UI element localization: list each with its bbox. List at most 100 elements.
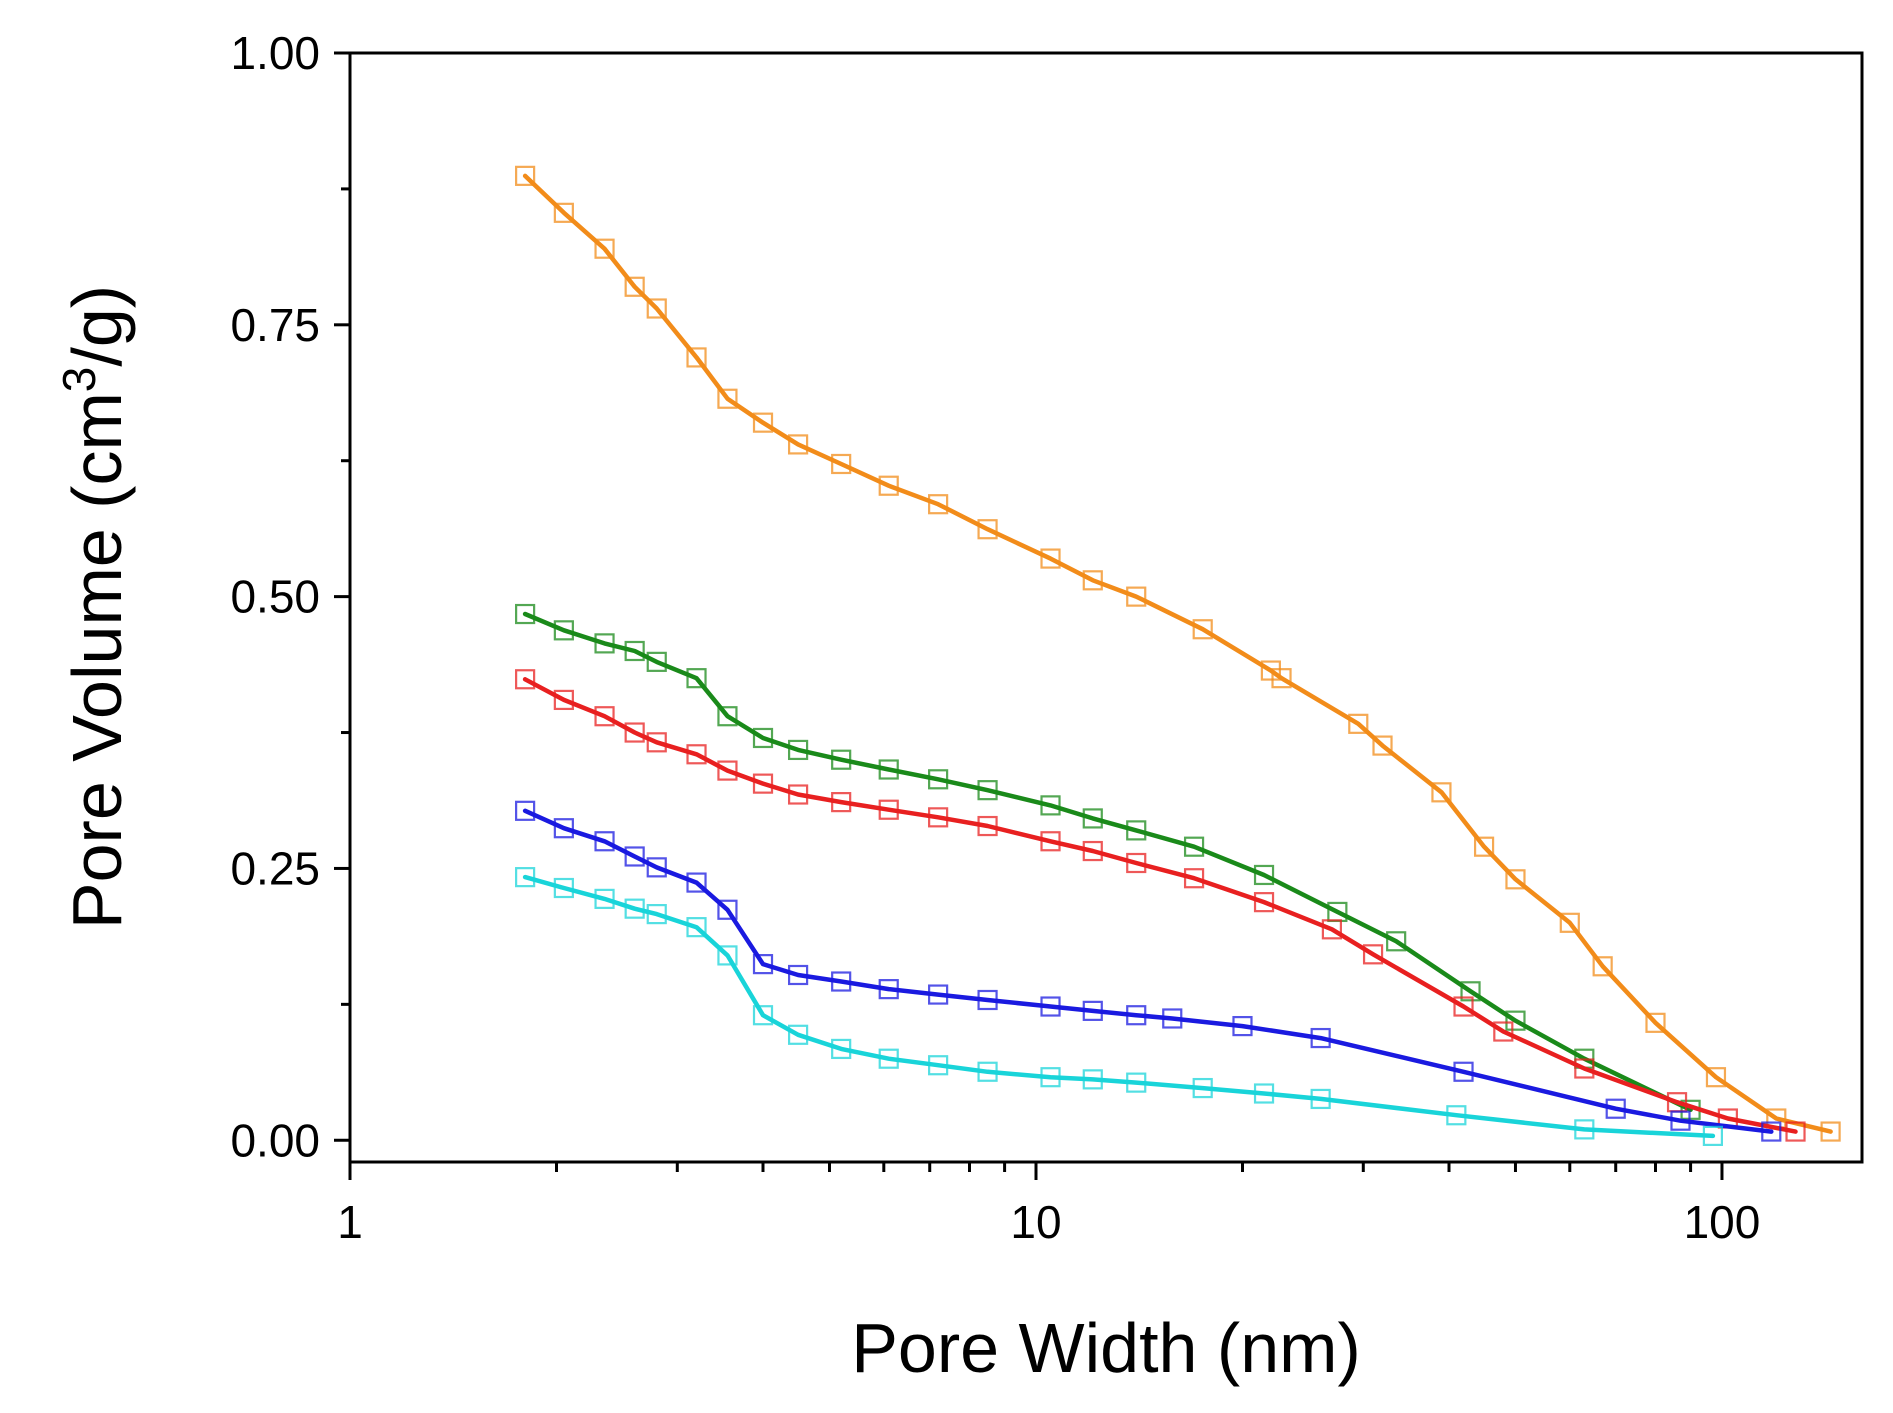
series-cyan (515, 867, 1724, 1147)
y-tick-label: 0.25 (230, 842, 320, 894)
data-point-green (977, 780, 998, 801)
data-point-cyan (1310, 1088, 1331, 1110)
series-green (515, 603, 1701, 1120)
data-point-red (1126, 852, 1147, 874)
data-point-red (1785, 1121, 1806, 1142)
data-point-red (1183, 868, 1205, 889)
data-point-orange (1705, 1067, 1727, 1088)
data-point-red (646, 732, 667, 753)
data-point-orange (646, 298, 667, 319)
data-point-blue (624, 846, 645, 867)
data-point-orange (1559, 912, 1580, 933)
data-point-orange (752, 412, 774, 433)
data-point-orange (1271, 668, 1292, 689)
data-point-cyan (977, 1061, 998, 1082)
data-point-red (1362, 944, 1384, 965)
data-point-blue (553, 818, 574, 839)
series-line-orange (522, 173, 1833, 1134)
data-point-green (831, 749, 852, 770)
data-point-blue (1310, 1027, 1331, 1049)
data-point-cyan (1040, 1067, 1061, 1088)
series-line-blue (522, 808, 1774, 1134)
data-point-blue (1453, 1061, 1474, 1082)
data-point-cyan (1126, 1072, 1147, 1093)
tick-layer: 0.00 0.25 0.50 0.75 1.00 1 10 100 (230, 27, 1760, 1248)
data-point-orange (831, 453, 852, 475)
series-orange (515, 165, 1841, 1142)
data-point-red (977, 815, 998, 837)
data-point-red (686, 744, 707, 765)
data-point-green (717, 706, 738, 727)
data-point-orange (1645, 1012, 1666, 1033)
data-point-orange (1820, 1121, 1841, 1142)
x-axis-title: Pore Width (nm) (851, 1309, 1361, 1387)
data-point-orange (787, 434, 809, 455)
data-point-green (1040, 795, 1061, 816)
data-point-orange (878, 475, 899, 496)
data-point-red (787, 784, 809, 805)
data-point-orange (1505, 869, 1526, 890)
data-point-orange (515, 165, 536, 186)
series-red (515, 669, 1806, 1142)
data-point-cyan (646, 904, 667, 925)
data-point-blue (1126, 1005, 1147, 1026)
data-point-blue (594, 831, 615, 852)
data-point-red (1082, 840, 1103, 862)
data-point-cyan (1702, 1125, 1724, 1147)
x-tick-label: 10 (1010, 1196, 1061, 1248)
series-line-red (522, 677, 1798, 1134)
data-point-orange (717, 388, 738, 409)
data-point-green (928, 769, 949, 790)
data-point-blue (1040, 996, 1061, 1017)
data-point-cyan (515, 867, 536, 888)
data-point-red (717, 760, 738, 781)
data-point-green (624, 640, 645, 662)
data-point-cyan (928, 1055, 949, 1076)
data-point-blue (928, 984, 949, 1005)
data-point-green (1183, 836, 1205, 857)
data-point-cyan (787, 1024, 809, 1045)
plot-frame (348, 51, 1864, 1164)
data-point-green (752, 727, 774, 749)
y-axis-title-superscript: 3 (53, 367, 105, 393)
data-point-red (1321, 919, 1342, 940)
data-point-red (594, 706, 615, 727)
data-point-red (1493, 1021, 1514, 1042)
data-point-cyan (1082, 1069, 1103, 1090)
data-point-red (1040, 831, 1061, 852)
data-point-blue (686, 872, 707, 893)
x-tick-label: 1 (337, 1196, 363, 1248)
series-line-cyan (522, 874, 1716, 1139)
data-point-orange (1431, 782, 1452, 803)
y-axis-title-suffix: /g) (58, 285, 136, 367)
data-point-red (624, 722, 645, 743)
data-point-cyan (686, 917, 707, 938)
data-point-cyan (717, 945, 738, 966)
data-point-blue (1162, 1008, 1183, 1029)
data-point-orange (1040, 548, 1061, 569)
data-point-blue (1605, 1098, 1626, 1119)
data-point-orange (928, 494, 949, 515)
data-point-blue (515, 800, 536, 821)
data-point-green (1505, 1010, 1526, 1031)
data-point-green (1460, 981, 1481, 1002)
data-point-orange (594, 238, 615, 259)
data-point-orange (1082, 570, 1103, 591)
data-point-orange (553, 202, 574, 223)
data-point-red (1253, 892, 1275, 913)
data-point-orange (1592, 956, 1613, 977)
data-point-blue (977, 989, 998, 1011)
data-point-green (646, 651, 667, 672)
data-point-cyan (594, 888, 615, 909)
series-layer (515, 165, 1841, 1147)
data-point-green (878, 759, 899, 780)
data-point-blue (1670, 1110, 1691, 1131)
data-point-cyan (624, 898, 645, 919)
data-point-cyan (1253, 1083, 1275, 1104)
y-tick-label: 0.50 (230, 571, 320, 623)
data-point-red (831, 792, 852, 813)
data-point-green (787, 739, 809, 761)
data-point-red (928, 807, 949, 828)
data-point-orange (1192, 619, 1213, 640)
